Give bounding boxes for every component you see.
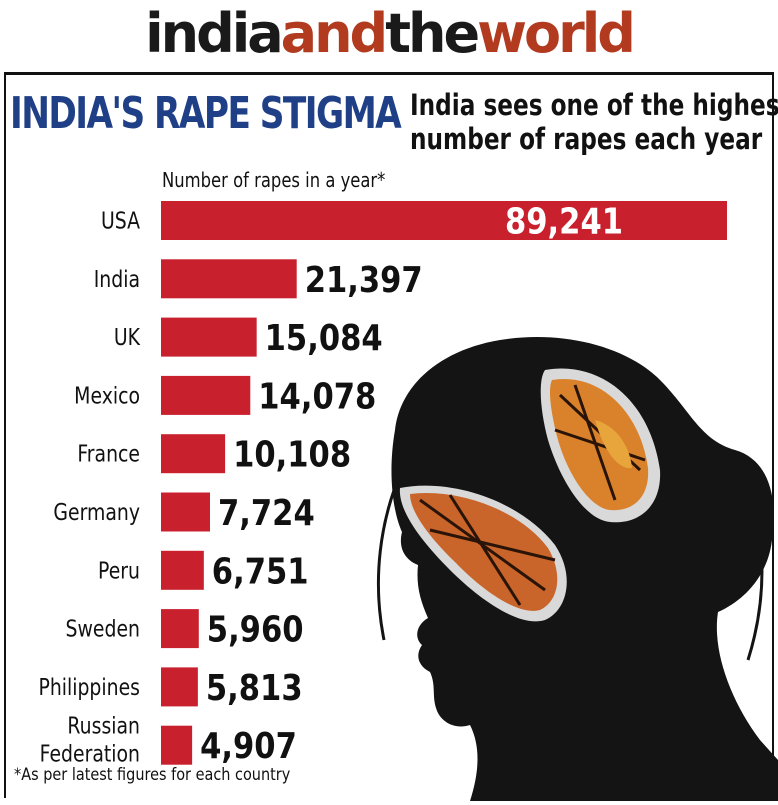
value-labels: 89,241 21,397 15,084 14,078 10,108 7,724 6,751…	[200, 200, 623, 767]
category-label: Peru	[98, 556, 140, 583]
category-label: India	[94, 265, 140, 292]
woman-silhouette-illustration	[376, 336, 778, 801]
value-label: 89,241	[505, 200, 623, 242]
value-label: 21,397	[305, 258, 423, 300]
bar-sweden	[161, 609, 199, 649]
bar-philippines	[161, 667, 198, 707]
value-label: 4,907	[200, 725, 297, 767]
category-label: UK	[114, 323, 141, 350]
masthead-and: and	[280, 2, 389, 65]
bars-group	[161, 201, 727, 765]
category-label: Mexico	[74, 382, 140, 409]
footnote: *As per latest figures for each country	[14, 765, 291, 785]
head-silhouette	[391, 336, 778, 801]
hair-strand	[376, 469, 404, 641]
value-label: 5,813	[206, 666, 303, 708]
masthead-the: the	[385, 2, 480, 65]
category-label: France	[77, 440, 140, 467]
bar-india	[161, 259, 297, 299]
bar-germany	[161, 492, 210, 532]
masthead: indiaandtheworld	[0, 0, 778, 68]
bar-russian-federation	[161, 725, 193, 765]
value-label: 10,108	[233, 433, 351, 475]
bar-france	[161, 434, 226, 474]
bar-uk	[161, 317, 257, 357]
value-label: 6,751	[212, 550, 309, 592]
category-label: Philippines	[38, 673, 140, 700]
hair-strand	[738, 469, 764, 661]
category-label: Sweden	[66, 615, 140, 642]
category-label: Germany	[53, 498, 140, 525]
category-label: USA	[101, 207, 141, 234]
butterfly-upper	[540, 368, 661, 523]
bar-usa	[161, 201, 727, 240]
value-label: 7,724	[218, 492, 315, 534]
masthead-india: india	[145, 2, 284, 65]
category-labels: USA India UK Mexico France Germany Peru Sweden P…	[38, 207, 141, 768]
value-label: 5,960	[207, 608, 304, 650]
masthead-world: world	[477, 2, 636, 65]
headline: INDIA'S RAPE STIGMA	[10, 88, 402, 139]
butterfly-lower	[399, 485, 567, 622]
graphic-frame	[4, 72, 774, 798]
value-label: 15,084	[265, 317, 383, 359]
value-label: 14,078	[258, 375, 376, 417]
chart-title: Number of rapes in a year*	[162, 168, 386, 192]
bar-peru	[161, 550, 204, 590]
bar-mexico	[161, 375, 251, 415]
category-label: Russian Federation	[40, 712, 140, 767]
